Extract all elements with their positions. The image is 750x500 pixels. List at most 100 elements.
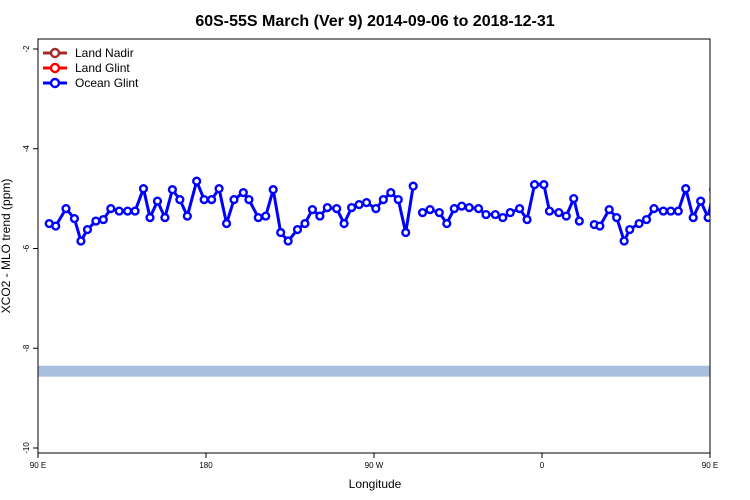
data-point (473, 203, 484, 214)
data-point (625, 224, 635, 235)
data-point (386, 188, 396, 198)
x-tick-label: 180 (199, 461, 213, 470)
y-tick-label: -6 (22, 244, 31, 252)
data-point (709, 186, 710, 193)
y-tick-label: -4 (22, 145, 31, 153)
data-point (641, 214, 652, 225)
data-point (481, 209, 491, 220)
data-point (393, 195, 403, 205)
data-point (354, 200, 364, 210)
data-point (544, 206, 555, 216)
data-point (182, 211, 192, 221)
data-point (347, 202, 357, 213)
y-axis: -2 -4 -6 -8 -10 (22, 45, 38, 454)
data-point (666, 206, 676, 216)
data-point (229, 195, 239, 205)
x-tick-label: 0 (540, 461, 545, 470)
plot-area (38, 176, 725, 377)
data-point (361, 198, 372, 208)
legend-swatch-marker (49, 77, 61, 89)
data-point (539, 180, 549, 190)
data-point (425, 204, 435, 215)
data-point (554, 207, 564, 218)
data-point (221, 218, 232, 229)
data-point (332, 203, 342, 214)
data-point (339, 218, 349, 229)
data-point (522, 214, 532, 225)
data-point (464, 202, 474, 213)
data-point (696, 196, 706, 206)
y-tick-label: -8 (22, 344, 31, 352)
data-point (434, 207, 444, 218)
data-point (604, 204, 614, 215)
data-point (401, 227, 411, 238)
data-point (82, 224, 93, 235)
data-point (561, 211, 571, 221)
data-point (145, 212, 155, 223)
data-point (167, 185, 178, 195)
data-point (612, 212, 622, 223)
data-point (658, 206, 668, 216)
data-point (69, 213, 80, 224)
legend-swatch-marker (49, 47, 61, 59)
data-point (292, 224, 303, 235)
data-point (307, 204, 318, 215)
data-point (681, 184, 691, 194)
data-point (718, 196, 725, 203)
x-tick-label: 90 E (702, 461, 718, 470)
data-point (261, 211, 271, 221)
data-point (619, 236, 629, 246)
legend-label: Land Glint (75, 61, 130, 75)
y-axis-label: XCO2 - MLO trend (ppm) (0, 179, 13, 314)
data-point (529, 180, 540, 190)
data-point (569, 194, 579, 204)
data-point (574, 216, 584, 226)
data-point (192, 176, 202, 186)
data-point (688, 212, 698, 223)
data-point (442, 218, 452, 229)
data-point (595, 221, 605, 231)
data-point (457, 201, 467, 211)
data-point (378, 195, 388, 205)
data-point (175, 195, 185, 205)
data-point (634, 218, 644, 229)
chart-title: 60S-55S March (Ver 9) 2014-09-06 to 2018… (195, 13, 554, 30)
x-axis-label: Longitude (349, 477, 402, 491)
data-point (130, 206, 140, 216)
data-point (300, 218, 310, 229)
reference-band (38, 365, 710, 377)
x-tick-label: 90 W (365, 461, 384, 470)
data-point (408, 181, 418, 191)
data-point (51, 221, 61, 231)
data-point (238, 188, 248, 198)
data-point (214, 184, 224, 194)
data-point (106, 203, 116, 214)
data-point (703, 212, 710, 223)
data-point (199, 195, 209, 205)
series-line-ocean-glint-0 (48, 179, 415, 243)
data-point (276, 227, 286, 238)
x-axis: 90 E 180 90 W 0 90 E (30, 453, 718, 470)
plot-frame (37, 38, 711, 454)
data-point (505, 207, 515, 218)
data-point (673, 206, 683, 216)
data-point (417, 207, 428, 218)
data-point (498, 212, 508, 223)
y-tick-label: -2 (22, 45, 31, 53)
legend-swatch-marker (49, 62, 61, 74)
data-point (76, 236, 86, 246)
legend-label: Land Nadir (75, 46, 134, 60)
y-tick-label: -10 (22, 442, 31, 454)
data-point (61, 203, 71, 214)
data-point (490, 209, 500, 220)
data-point (315, 211, 325, 221)
data-point (283, 236, 293, 246)
legend-label: Ocean Glint (75, 76, 139, 90)
data-point (98, 214, 108, 225)
data-point (152, 196, 163, 206)
data-point (449, 203, 459, 214)
x-tick-label: 90 E (30, 461, 46, 470)
data-point (122, 206, 133, 216)
